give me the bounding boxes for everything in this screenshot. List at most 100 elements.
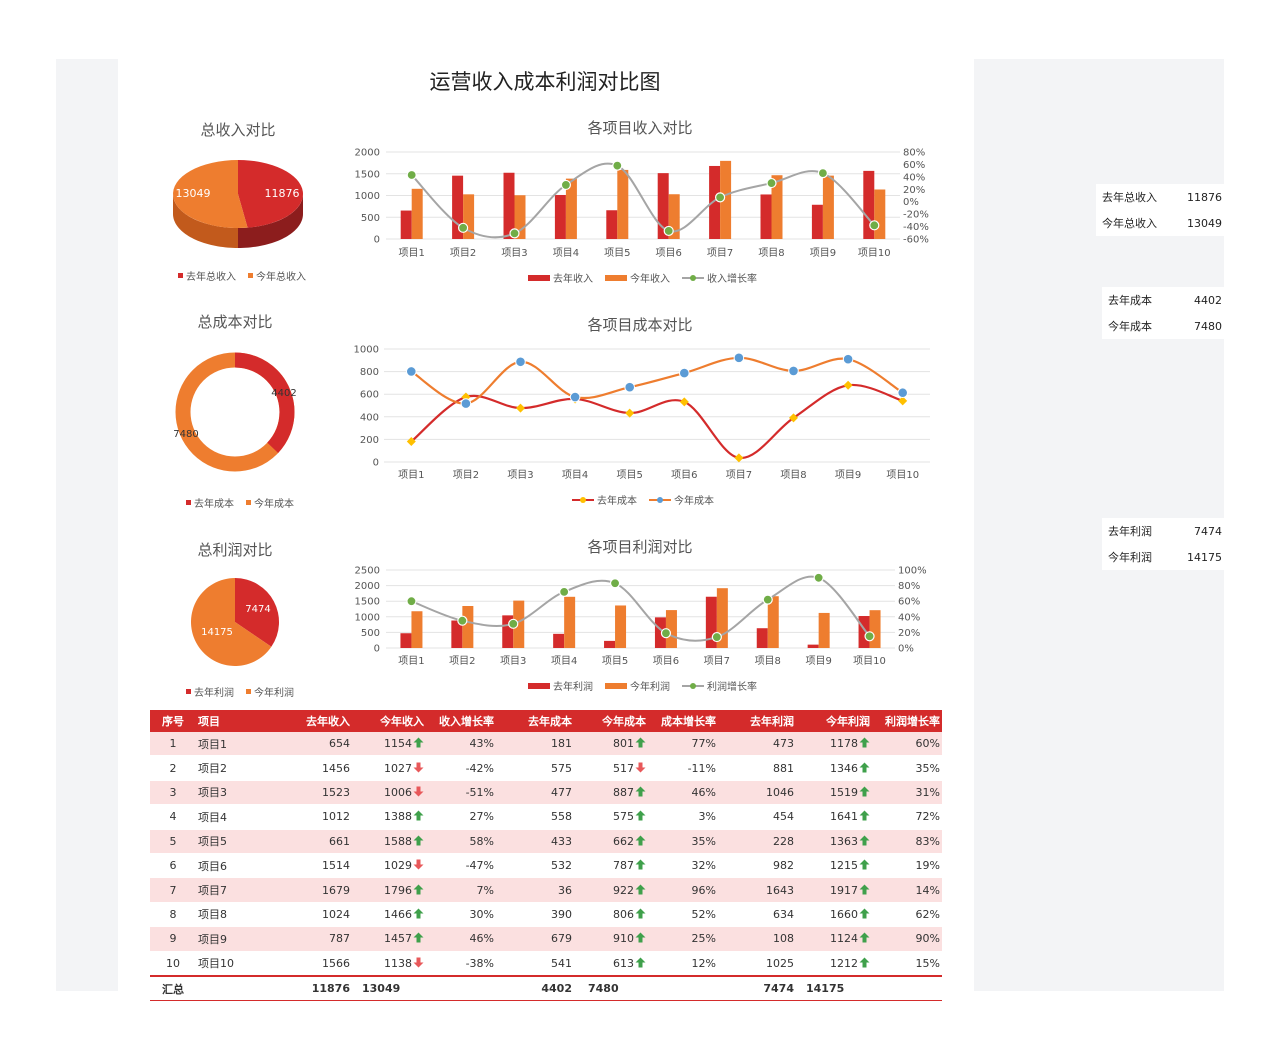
cell-rev-rate: -47%: [426, 853, 496, 879]
cell-no: 5: [150, 829, 196, 854]
cell-rev-this: 1388: [352, 804, 426, 830]
cell-rev-rate: 30%: [426, 902, 496, 928]
table-row: 7 项目7 1679 1796 7% 36 922 96% 1643 1917 14%: [150, 877, 942, 903]
x-tick-label: 项目3: [500, 655, 526, 667]
cost-line-chart: 0 200 400 600 800 1000 项目1 项目2 项目3 项目4 项目5 项目6 项目7 项目…: [354, 345, 930, 481]
pie-side-今年总收入: [173, 194, 238, 248]
point-收入增长率: [509, 228, 520, 239]
y2-tick-label: 0%: [898, 644, 914, 655]
arrow-up-icon: [413, 835, 424, 846]
total-rev-last: 11876: [276, 974, 352, 1002]
header-rev-rate: 收入增长率: [426, 710, 496, 732]
cell-no: 4: [150, 804, 196, 830]
cell-prof-this: 1124: [796, 926, 872, 952]
total-label: 汇总: [150, 974, 196, 1002]
bar-去年收入: [760, 194, 772, 239]
bar-今年收入: [720, 160, 732, 239]
bar-去年利润: [654, 617, 666, 648]
cell-prof-this: 1363: [796, 829, 872, 854]
arrow-up-icon: [413, 810, 424, 821]
cell-rev-last: 1523: [276, 780, 352, 806]
cell-rev-this: 1029: [352, 853, 426, 879]
point-利润增长率: [609, 578, 621, 589]
point-利润增长率: [406, 596, 417, 607]
cost-pie-title: 总成本对比: [197, 313, 273, 331]
bar-今年利润: [767, 596, 779, 648]
cell-cost-last: 36: [496, 877, 574, 903]
revenue-pie-legend: 去年总收入 今年总收入: [178, 268, 306, 283]
table-header-row: 序号 项目 去年收入 今年收入 收入增长率 去年成本 今年成本 成本增长率 去年…: [150, 710, 942, 732]
point-今年成本: [569, 391, 581, 403]
revenue-bar-title: 各项目收入对比: [587, 119, 693, 137]
revenue-pie-chart: 11876 13049: [172, 160, 303, 248]
line-去年成本: [410, 383, 904, 460]
cell-prof-this: 1641: [796, 804, 872, 830]
y-tick-label: 0: [374, 235, 380, 246]
point-收入增长率: [406, 169, 417, 181]
arrow-up-icon: [859, 835, 870, 846]
y2-tick-label: -40%: [903, 222, 929, 233]
cell-prof-rate: 83%: [872, 829, 942, 854]
side-row-last-profit: 去年利润 7474: [1108, 524, 1222, 539]
header-cost-this: 今年成本: [574, 710, 648, 732]
cell-project: 项目7: [196, 877, 276, 903]
pie-label: 7474: [245, 604, 270, 615]
point-今年成本: [460, 398, 472, 409]
cell-cost-last: 433: [496, 829, 574, 854]
table-total-row: 汇总 11876 13049 4402 7480 7474 14175: [150, 974, 942, 1002]
x-tick-label: 项目4: [551, 655, 577, 667]
cell-cost-rate: 77%: [648, 732, 718, 757]
x-tick-label: 项目5: [617, 469, 643, 481]
arrow-up-icon: [635, 859, 646, 870]
point-今年成本: [624, 381, 636, 393]
arrow-down-icon: [635, 762, 646, 773]
y2-tick-label: 100%: [898, 566, 927, 577]
bar-今年利润: [462, 606, 474, 648]
cell-prof-rate: 35%: [872, 755, 942, 781]
total-rev-this: 13049: [352, 974, 426, 1002]
point-利润增长率: [508, 618, 519, 629]
y2-tick-label: 60%: [903, 160, 925, 171]
x-tick-label: 项目9: [805, 655, 831, 667]
doughnut-slice-去年成本: [175, 352, 295, 472]
project-data-table: 序号 项目 去年收入 今年收入 收入增长率 去年成本 今年成本 成本增长率 去年…: [150, 710, 942, 1002]
bar-去年收入: [400, 210, 412, 239]
cell-cost-rate: 32%: [648, 853, 718, 879]
cell-prof-rate: 31%: [872, 780, 942, 806]
cell-rev-this: 1588: [352, 829, 426, 854]
y-tick-label: 1000: [355, 191, 380, 202]
pie-slice-去年总收入: [238, 160, 303, 228]
point-今年成本: [733, 352, 745, 364]
cell-rev-rate: -51%: [426, 780, 496, 806]
bar-今年收入: [411, 188, 423, 239]
cell-prof-this: 1212: [796, 951, 872, 977]
cell-project: 项目1: [196, 732, 276, 757]
arrow-up-icon: [859, 762, 870, 773]
bar-今年收入: [822, 175, 834, 239]
cell-rev-last: 654: [276, 732, 352, 757]
y-tick-label: 2000: [355, 148, 380, 159]
cell-prof-last: 881: [718, 755, 796, 781]
cell-project: 项目8: [196, 902, 276, 928]
y-tick-label: 1000: [354, 345, 379, 356]
arrow-up-icon: [635, 932, 646, 943]
cell-prof-last: 228: [718, 829, 796, 854]
doughnut-label: 7480: [173, 429, 198, 440]
cell-rev-last: 1012: [276, 804, 352, 830]
cell-prof-last: 634: [718, 902, 796, 928]
cell-cost-rate: 46%: [648, 780, 718, 806]
cell-no: 3: [150, 780, 196, 806]
x-tick-label: 项目7: [707, 247, 733, 259]
point-去年成本: [898, 396, 908, 406]
bar-去年利润: [604, 640, 616, 648]
legend-item-last-revenue: 去年总收入: [178, 268, 236, 283]
cell-project: 项目2: [196, 755, 276, 781]
page-title: 运营收入成本利润对比图: [429, 70, 661, 94]
bar-今年收入: [771, 175, 783, 239]
cell-prof-this: 1917: [796, 877, 872, 903]
side-revenue-summary: 去年总收入 11876 今年总收入 13049: [1096, 184, 1226, 236]
bar-去年利润: [705, 596, 717, 648]
legend-item-last-cost: 去年成本: [572, 492, 637, 507]
bar-去年利润: [502, 615, 514, 648]
legend-item-this-revenue: 今年收入: [605, 270, 670, 285]
